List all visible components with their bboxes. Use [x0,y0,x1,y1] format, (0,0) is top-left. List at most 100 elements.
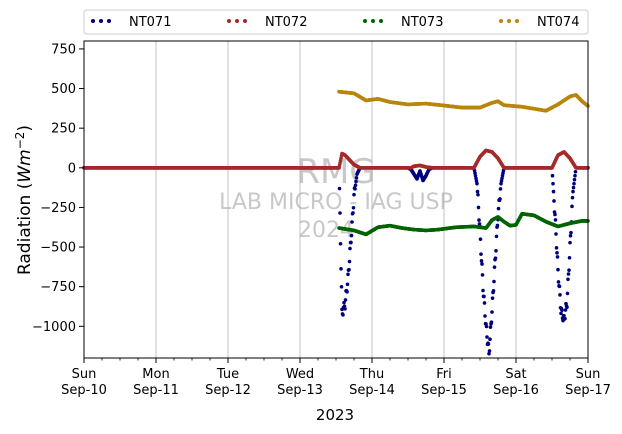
data-point [572,181,576,186]
data-point [566,277,570,282]
data-point [560,308,564,312]
legend-marker [507,19,511,23]
data-point [557,284,562,289]
data-point [349,233,354,238]
data-point [568,240,572,245]
data-point [558,293,562,297]
data-point [347,259,352,264]
data-point [345,290,349,294]
legend: NT071 NT072 NT073 NT074 [83,9,589,35]
legend-item-NT072: NT072 [227,15,307,30]
data-point [559,311,563,316]
data-point [494,248,498,253]
data-point [477,218,481,222]
data-point [491,288,496,293]
x-tick-day: Thu [359,367,384,382]
y-tick-label: 500 [51,82,76,97]
data-point [476,192,480,197]
data-point [351,205,356,210]
data-point [350,220,354,224]
data-point [339,267,343,271]
y-axis-label-exponent: −2 [13,132,27,150]
data-point [565,291,570,296]
x-tick-day: Mon [142,367,169,382]
data-point [349,240,353,245]
data-point [494,234,499,239]
x-tick-label: Sep-15 [421,383,467,398]
data-point [351,211,355,215]
x-tick-label: Sep-11 [133,383,179,398]
data-point [490,310,494,314]
x-axis: SunSep-10MonSep-11TueSep-12WedSep-13ThuS… [61,358,611,398]
y-axis-label-suffix: ) [15,125,35,132]
legend-label: NT073 [401,15,443,30]
data-point [555,255,560,259]
x-tick-label: Sep-14 [349,383,395,398]
data-point [488,337,492,342]
watermark: RMG LAB MICRO - IAG USP 2024 [219,152,453,243]
legend-marker [99,19,103,23]
data-point [343,307,347,311]
legend-marker [379,19,383,23]
x-tick-label: Sep-17 [565,383,611,398]
data-point [484,324,489,329]
data-point [570,204,574,209]
data-point [571,189,575,194]
data-point [566,272,571,276]
legend-marker [363,19,367,23]
x-axis-label: 2023 [316,406,354,424]
data-point [571,185,576,190]
data-point [569,230,573,235]
data-point [554,246,559,250]
data-point [565,305,569,310]
legend-label: NT071 [129,15,171,30]
data-point [498,187,503,191]
data-point [475,189,480,194]
data-point [493,256,498,261]
y-axis: 750 500 250 0 −250 −500 −750 −1000 [32,42,84,335]
data-point [487,351,491,356]
legend-item-NT071: NT071 [91,15,171,30]
watermark-line-2: LAB MICRO - IAG USP [219,190,453,215]
legend-marker [227,19,231,23]
data-point [563,316,567,321]
legend-marker [107,19,111,23]
series-NT073 [337,211,590,237]
data-point [489,320,494,324]
data-point [480,262,484,266]
data-point [475,181,479,186]
data-point [552,199,556,203]
data-point [337,186,342,191]
data-point [343,298,348,302]
y-tick-label: −250 [40,201,76,216]
data-point [563,308,568,312]
data-point [553,212,557,217]
legend-marker [235,19,239,23]
data-point [354,179,358,184]
data-point [551,181,555,186]
data-point [480,273,485,277]
data-point [478,237,483,241]
y-tick-label: 750 [51,42,76,57]
data-point [352,192,356,197]
data-point [353,183,358,188]
data-point [345,282,350,287]
data-point [482,301,487,305]
data-point [567,268,571,272]
data-point [562,313,566,318]
x-tick-day: Tue [216,367,239,382]
legend-item-NT073: NT073 [363,15,443,30]
legend-box [83,9,589,35]
data-point [354,176,359,180]
data-point [338,211,342,215]
data-point [556,280,561,284]
data-point [483,314,487,318]
x-tick-label: Sep-13 [277,383,323,398]
data-point [342,300,346,305]
data-point [339,285,344,289]
x-gridlines [155,41,517,358]
x-tick-label: Sep-12 [205,383,251,398]
plot-area [82,89,590,356]
data-point [487,349,492,353]
